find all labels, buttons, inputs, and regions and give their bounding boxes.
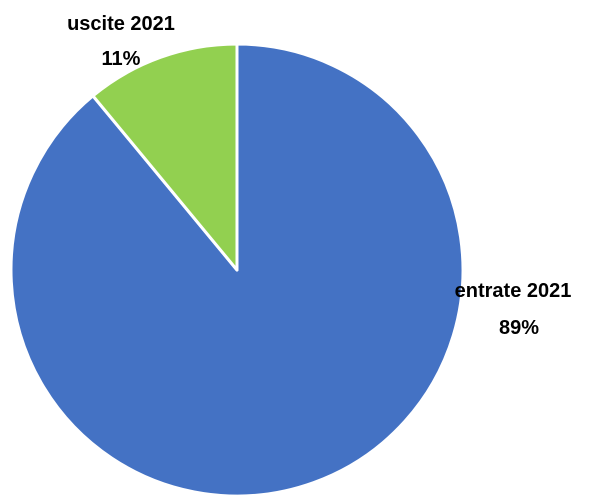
slice-percent-uscite: 11%: [102, 48, 141, 70]
pie-slices: [9, 42, 465, 498]
slice-label-group-entrate: entrate 2021 89%: [455, 280, 572, 339]
pie-slice-uscite: [91, 42, 239, 272]
slice-label-entrate: entrate 2021: [455, 280, 572, 302]
slice-percent-entrate: 89%: [499, 317, 539, 339]
slice-label-group-uscite: uscite 2021 11%: [67, 13, 175, 70]
slice-label-uscite: uscite 2021: [67, 13, 175, 35]
